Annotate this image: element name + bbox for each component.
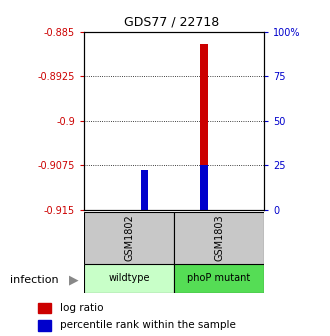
Bar [84,212,174,264]
Bar [141,171,148,210]
Bar [141,170,148,210]
Bar [84,264,174,293]
Text: log ratio: log ratio [60,303,103,313]
Text: wildtype: wildtype [108,274,150,283]
Bar [174,264,264,293]
Text: phoP mutant: phoP mutant [187,274,251,283]
Text: ▶: ▶ [69,273,79,286]
Text: GSM1803: GSM1803 [214,214,224,261]
Bar [200,165,208,210]
Bar [200,44,208,210]
Bar [174,212,264,264]
Bar [38,320,51,331]
Text: percentile rank within the sample: percentile rank within the sample [60,321,236,331]
Text: infection: infection [10,275,58,285]
Bar [38,303,51,313]
Text: GSM1802: GSM1802 [124,214,134,261]
Text: GDS77 / 22718: GDS77 / 22718 [124,15,219,28]
